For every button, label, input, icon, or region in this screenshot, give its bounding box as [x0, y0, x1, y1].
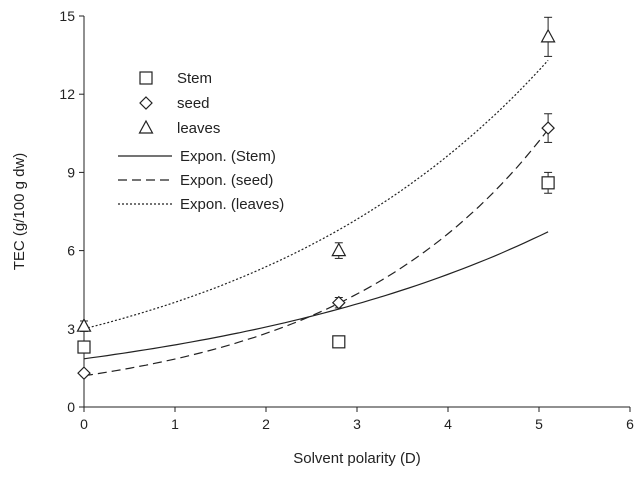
- y-tick-label: 6: [67, 243, 75, 259]
- data-point-seed: [541, 121, 555, 135]
- x-tick-label: 6: [626, 416, 634, 432]
- x-tick-label: 1: [171, 416, 179, 432]
- legend-label: Stem: [177, 70, 212, 87]
- x-axis-title: Solvent polarity (D): [293, 450, 421, 467]
- trendline-expon-seed: [83, 129, 549, 377]
- x-tick-label: 0: [80, 416, 88, 432]
- data-point-seed: [331, 295, 346, 310]
- trendline-expon-leaves: [83, 59, 549, 330]
- x-tick-label: 5: [535, 416, 543, 432]
- data-point-stem: [541, 176, 555, 190]
- x-tick-label: 2: [262, 416, 270, 432]
- legend-marker-stem: [139, 71, 153, 85]
- y-tick-label: 3: [67, 321, 75, 337]
- trendlines: [83, 59, 549, 377]
- x-tick-label: 3: [353, 416, 361, 432]
- data-point-leaves: [331, 242, 347, 257]
- legend-marker-leaves: [138, 119, 154, 134]
- data-point-stem: [332, 335, 346, 349]
- y-axis-title: TEC (g/100 g dw): [11, 153, 28, 271]
- legend-label: Expon. (leaves): [180, 196, 284, 213]
- x-tick-label: 4: [444, 416, 452, 432]
- trendline-expon-stem: [83, 231, 549, 360]
- data-markers: [76, 16, 556, 380]
- data-point-stem: [77, 340, 91, 354]
- legend-label: Expon. (seed): [180, 172, 273, 189]
- data-point-leaves: [540, 28, 556, 43]
- y-tick-label: 0: [67, 399, 75, 415]
- legend-label: seed: [177, 95, 210, 112]
- legend-marker-seed: [139, 96, 153, 110]
- legend-label: leaves: [177, 120, 220, 137]
- legend-label: Expon. (Stem): [180, 148, 276, 165]
- legend: Stem seed leaves Expon. (Stem) Expon. (seed)…: [118, 70, 284, 213]
- data-point-seed: [77, 366, 91, 380]
- y-tick-label: 12: [59, 86, 75, 102]
- y-tick-label: 15: [59, 8, 75, 24]
- y-tick-label: 9: [67, 164, 75, 180]
- data-point-leaves: [76, 317, 92, 332]
